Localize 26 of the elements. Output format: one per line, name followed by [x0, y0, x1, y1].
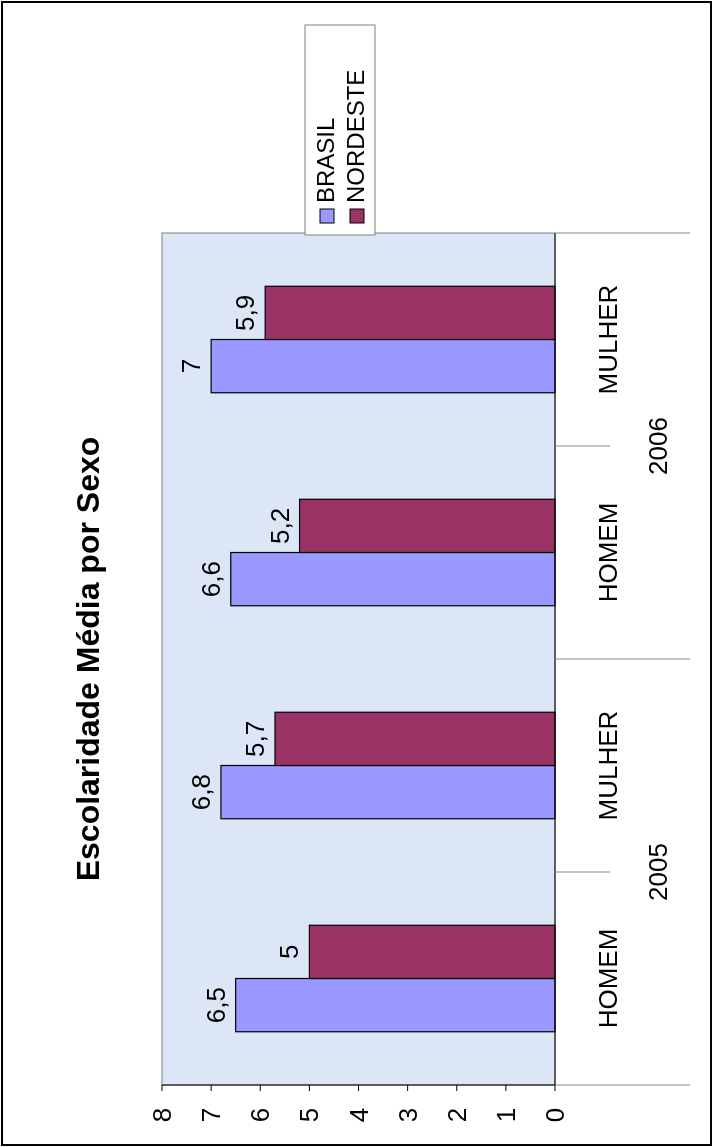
x-tick-label: 8 [147, 1107, 177, 1123]
x-tick-label: 2 [441, 1107, 472, 1123]
data-label: 7 [176, 358, 207, 374]
data-label: 6,8 [185, 774, 216, 811]
data-label: 5,7 [239, 720, 270, 757]
data-label: 6,5 [200, 987, 231, 1024]
data-label: 6,6 [195, 561, 226, 598]
x-tick-label: 3 [392, 1107, 423, 1123]
x-tick-label: 4 [343, 1107, 374, 1123]
x-tick-label: 0 [540, 1107, 570, 1123]
y-tick-label: MULHER [593, 710, 623, 821]
data-label: 5,9 [230, 294, 261, 331]
x-tick-label: 7 [196, 1107, 227, 1123]
x-tick-label: 5 [294, 1107, 325, 1123]
y-tick-label: HOMEM [593, 502, 623, 603]
data-label: 5,2 [264, 507, 295, 544]
data-label: 5 [274, 944, 305, 960]
text: BRASIL [312, 117, 339, 203]
text: 2005 [643, 843, 673, 901]
text: 2006 [643, 417, 673, 475]
text: Escolaridade Média por Sexo [70, 436, 106, 882]
x-tick-label: 1 [490, 1107, 521, 1123]
y-tick-label: HOMEM [593, 928, 623, 1029]
y-tick-label: MULHER [593, 284, 623, 395]
x-tick-label: 6 [245, 1107, 276, 1123]
text: NORDESTE [342, 69, 369, 203]
